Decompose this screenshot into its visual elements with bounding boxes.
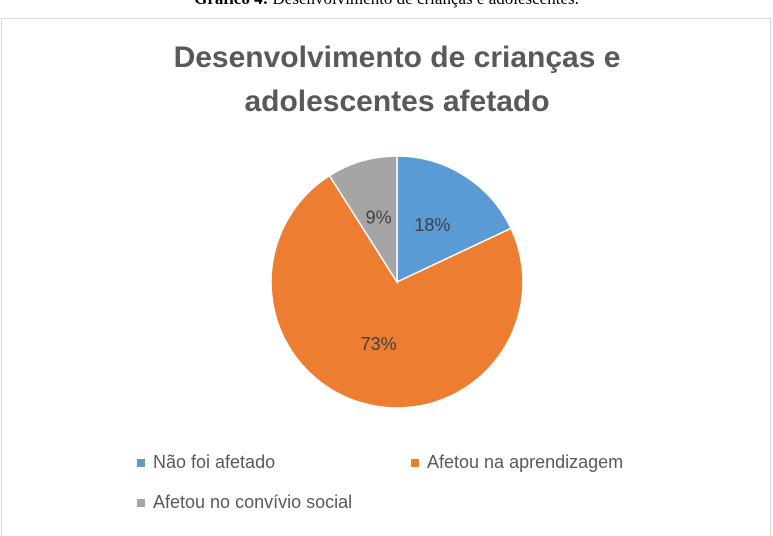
data-label: 18% [414, 215, 450, 235]
caption-label: Gráfico 4: [194, 0, 268, 8]
caption: Gráfico 4: Desenvolvimento de crianças e… [0, 0, 773, 9]
legend-swatch [411, 459, 419, 467]
data-label: 73% [361, 334, 397, 354]
legend-swatch [137, 459, 145, 467]
chart-title: Desenvolvimento de crianças e adolescent… [173, 41, 621, 118]
legend-label: Afetou na aprendizagem [427, 452, 623, 472]
legend-label: Afetou no convívio social [153, 492, 352, 512]
data-label: 9% [366, 207, 392, 227]
pie-slice [396, 155, 513, 284]
legend-swatch [137, 499, 145, 507]
legend-label: Não foi afetado [153, 452, 275, 472]
caption-text: Desenvolvimento de crianças e adolescent… [273, 0, 579, 8]
pie-slice [328, 155, 398, 285]
chart-frame [1, 18, 771, 536]
pie-slice [270, 174, 524, 409]
